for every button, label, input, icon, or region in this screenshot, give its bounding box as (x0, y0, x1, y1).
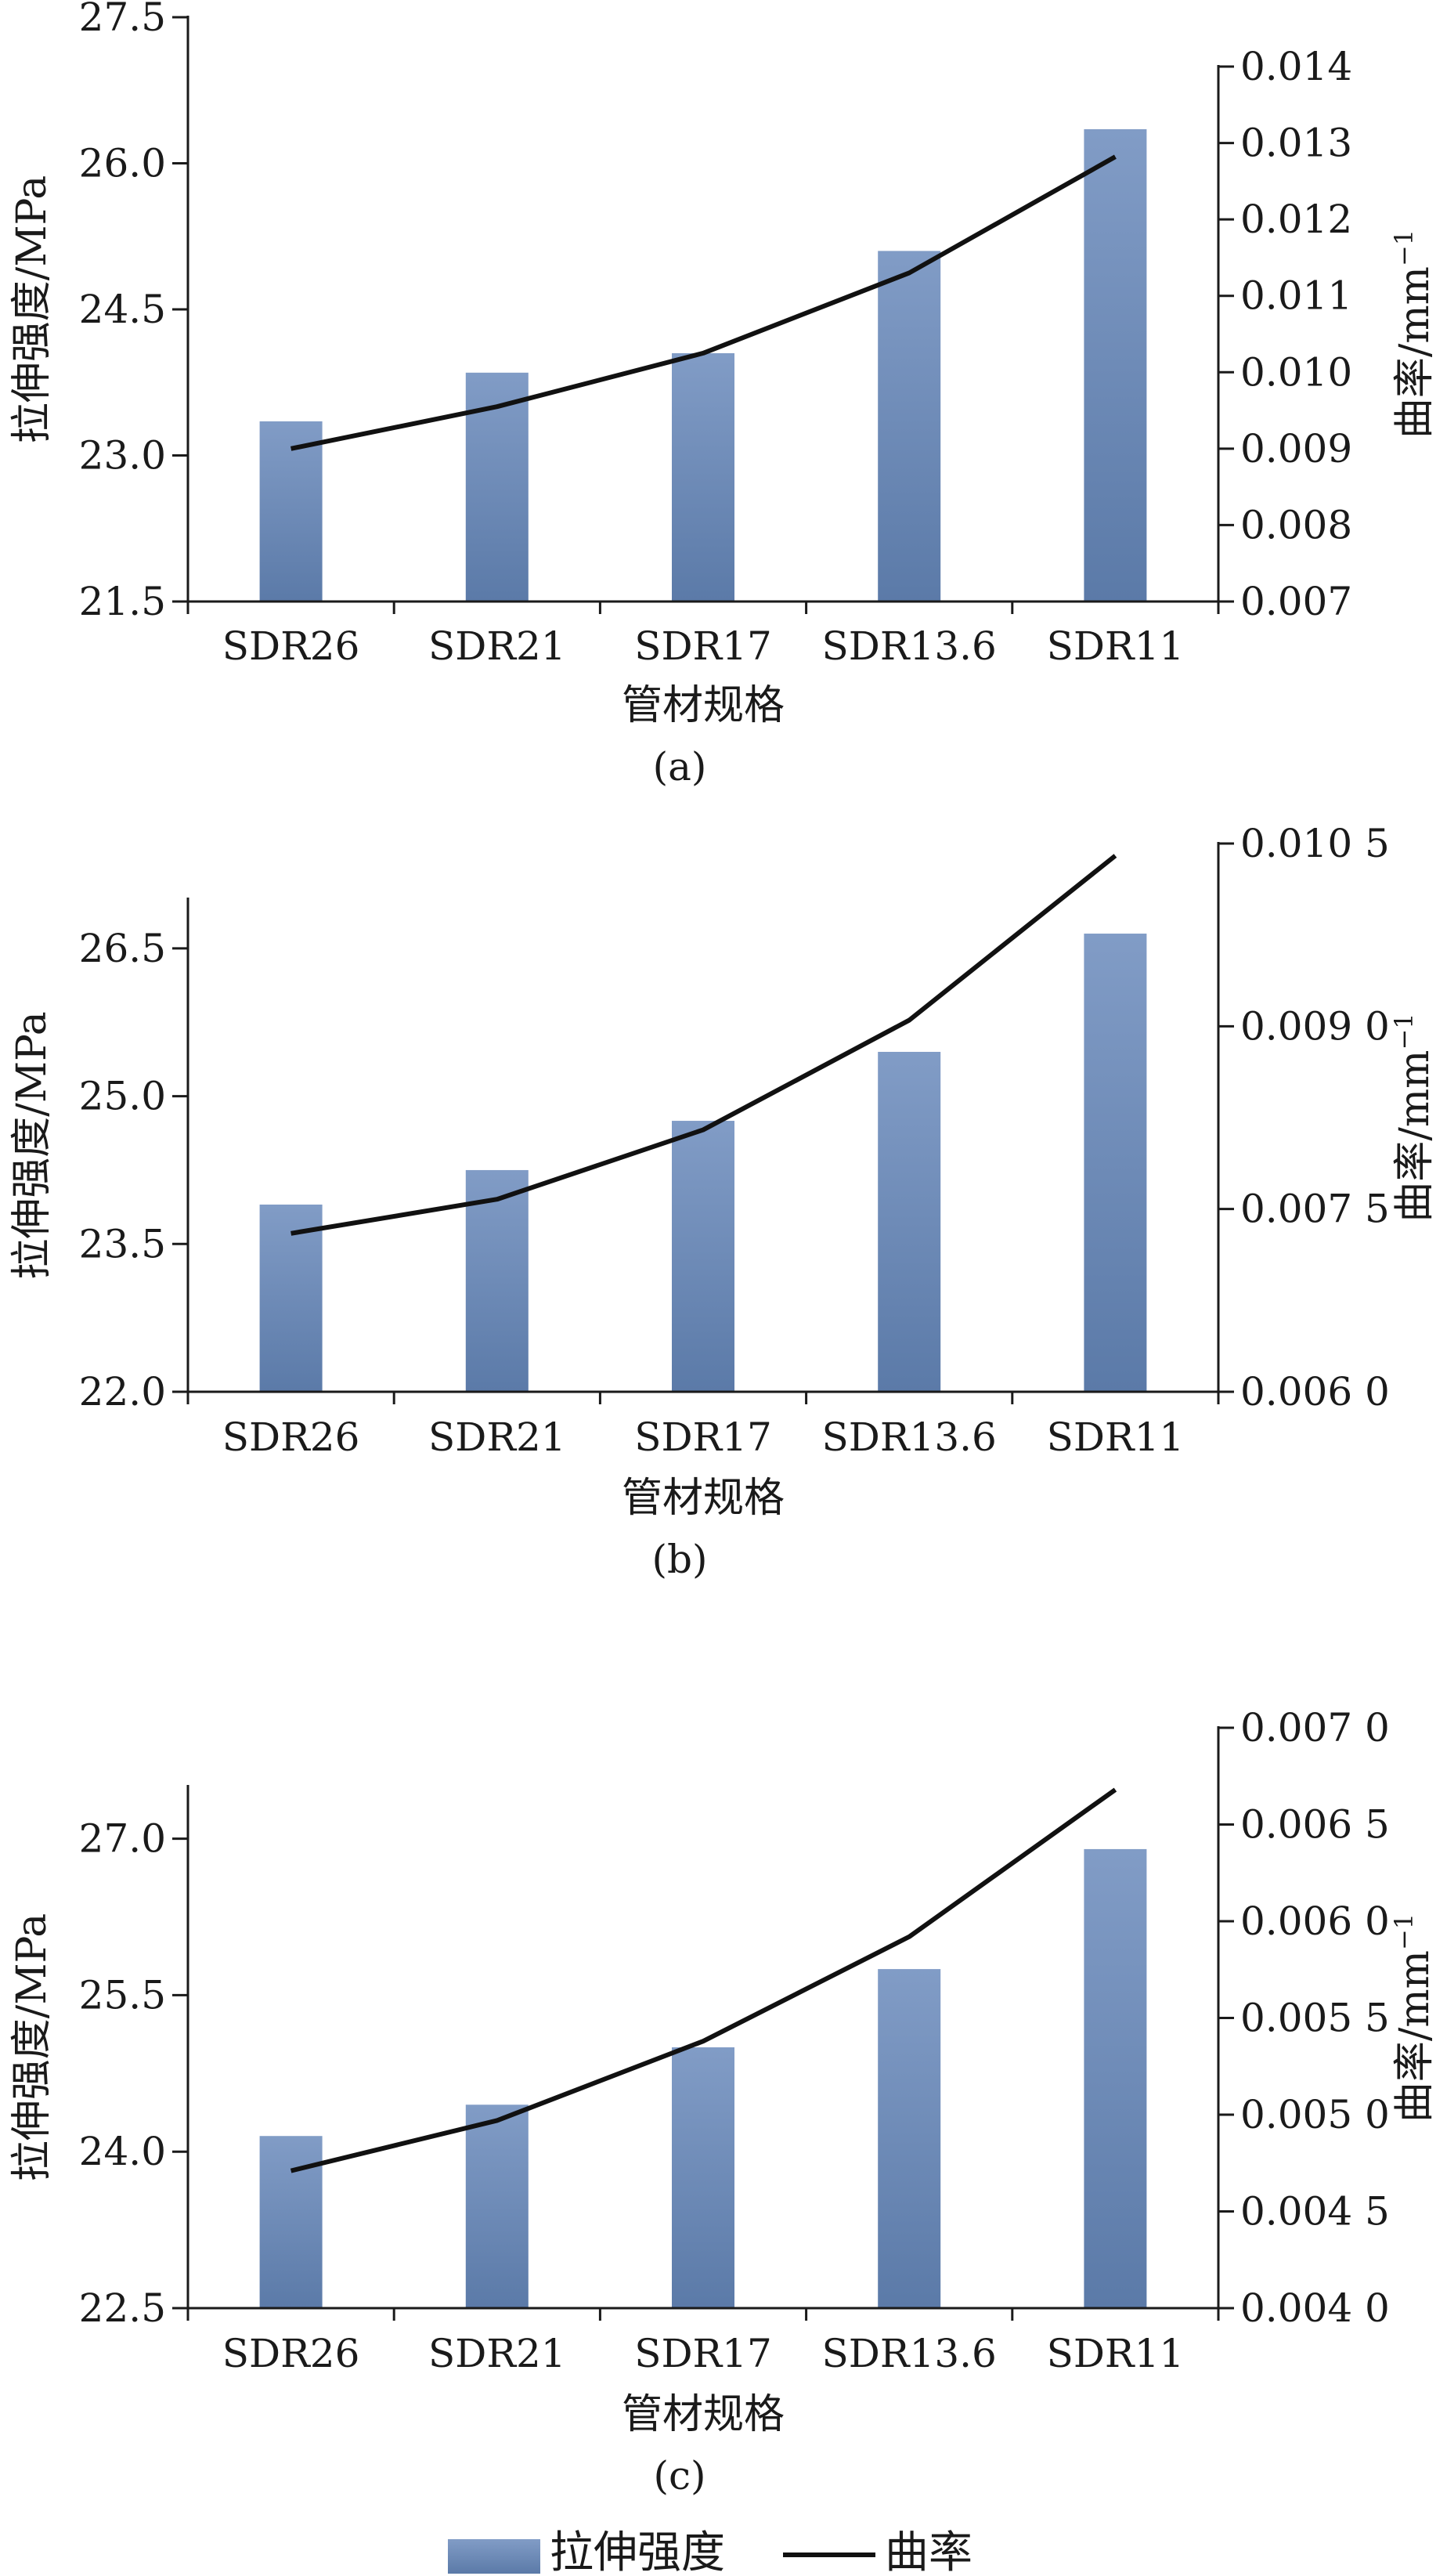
curvature-line (290, 854, 1117, 1236)
x-tick-label: SDR13.6 (822, 623, 997, 669)
y2-tick-label: 0.012 (1240, 197, 1352, 242)
bar (465, 1169, 529, 1392)
y-tick-label: 25.5 (79, 1972, 166, 2018)
x-tick-label: SDR21 (428, 623, 566, 669)
bar (878, 1051, 941, 1392)
bar (672, 2047, 734, 2308)
x-tick-label: SDR26 (222, 2331, 360, 2376)
y2-tick-label: 0.007 5 (1240, 1187, 1390, 1232)
y-tick-label: 27.0 (79, 1816, 166, 1862)
y2-tick-label: 0.009 0 (1240, 1003, 1390, 1049)
curvature-line (290, 1787, 1117, 2173)
y2-tick-label: 0.004 5 (1240, 2189, 1390, 2235)
panel-label: (c) (653, 2453, 705, 2498)
y-tick-label: 24.5 (79, 287, 166, 332)
y2-tick-label: 0.010 (1240, 349, 1352, 395)
x-tick-label: SDR13.6 (822, 1414, 997, 1460)
bar (878, 251, 941, 602)
x-tick-label: SDR17 (634, 1414, 772, 1460)
x-tick-label: SDR26 (222, 623, 360, 669)
y2-tick-label: 0.005 0 (1240, 2092, 1390, 2137)
panel-label: (b) (651, 1537, 707, 1582)
x-axis-title: 管材规格 (622, 1475, 785, 1522)
bar (672, 1121, 734, 1392)
y-tick-label: 26.0 (79, 141, 166, 186)
bar (259, 421, 323, 602)
x-tick-label: SDR21 (428, 2331, 566, 2376)
chart-b: 22.0 23.5 25.0 26.5 0.006 0 0.007 5 0.009 0 0.0… (9, 821, 1438, 1582)
legend-bar-swatch (448, 2539, 540, 2574)
y-tick-label: 25.0 (79, 1074, 166, 1119)
y-tick-label: 22.5 (79, 2285, 166, 2331)
y2-tick-label: 0.006 5 (1240, 1802, 1390, 1848)
panel-label: (a) (653, 744, 707, 789)
y2-tick-label: 0.014 (1240, 44, 1352, 89)
x-tick-label: SDR26 (222, 1414, 360, 1460)
y2-axis-title: 曲率/mm−1 (1389, 229, 1438, 439)
bar (1084, 1848, 1147, 2308)
y2-axis-title: 曲率/mm−1 (1389, 1013, 1438, 1222)
x-axis-title: 管材规格 (622, 2391, 785, 2438)
y2-tick-label: 0.010 5 (1240, 821, 1390, 866)
bar (1084, 128, 1147, 602)
bar (672, 352, 734, 602)
bar (259, 1204, 323, 1392)
legend: 拉伸强度 曲率 (448, 2527, 972, 2576)
x-tick-label: SDR11 (1047, 2331, 1185, 2376)
y-tick-label: 21.5 (79, 579, 166, 624)
chart-c: 22.5 24.0 25.5 27.0 0.004 0 0.004 5 0.005 0 0.0… (9, 1705, 1438, 2498)
x-tick-label: SDR17 (634, 623, 772, 669)
y2-tick-label: 0.013 (1240, 121, 1352, 166)
x-tick-label: SDR21 (428, 1414, 566, 1460)
y2-tick-label: 0.011 (1240, 273, 1352, 319)
bar (465, 2105, 529, 2308)
y2-tick-label: 0.005 5 (1240, 1996, 1390, 2041)
y-tick-label: 22.0 (79, 1369, 166, 1414)
y-tick-label: 23.0 (79, 433, 166, 479)
y2-tick-label: 0.009 (1240, 426, 1352, 471)
y2-tick-label: 0.004 0 (1240, 2285, 1390, 2331)
x-tick-label: SDR17 (634, 2331, 772, 2376)
bar (259, 2136, 323, 2308)
y-tick-label: 27.5 (79, 0, 166, 40)
y-tick-label: 24.0 (79, 2129, 166, 2174)
chart-a: 21.5 23.0 24.5 26.0 27.5 0.007 0.008 0.009 0.010… (9, 0, 1438, 789)
x-tick-label: SDR11 (1047, 1414, 1185, 1460)
y2-axis-title: 曲率/mm−1 (1389, 1913, 1438, 2123)
y2-tick-label: 0.006 0 (1240, 1369, 1390, 1414)
y2-tick-label: 0.007 0 (1240, 1705, 1390, 1750)
y2-tick-label: 0.006 0 (1240, 1899, 1390, 1944)
bar (878, 1969, 941, 2308)
legend-line-label: 曲率 (885, 2527, 972, 2576)
x-axis-title: 管材规格 (622, 682, 785, 729)
y-tick-label: 23.5 (79, 1221, 166, 1266)
x-tick-label: SDR13.6 (822, 2331, 997, 2376)
y2-tick-label: 0.007 (1240, 579, 1352, 624)
y-tick-label: 26.5 (79, 926, 166, 971)
y-axis-title: 拉伸强度/MPa (9, 1011, 56, 1279)
y-axis-title: 拉伸强度/MPa (9, 1913, 56, 2181)
curvature-line (290, 154, 1117, 451)
y-axis-title: 拉伸强度/MPa (9, 175, 56, 443)
x-tick-label: SDR11 (1047, 623, 1185, 669)
legend-bar-label: 拉伸强度 (550, 2527, 725, 2576)
y2-tick-label: 0.008 (1240, 502, 1352, 547)
bar (1084, 934, 1147, 1392)
